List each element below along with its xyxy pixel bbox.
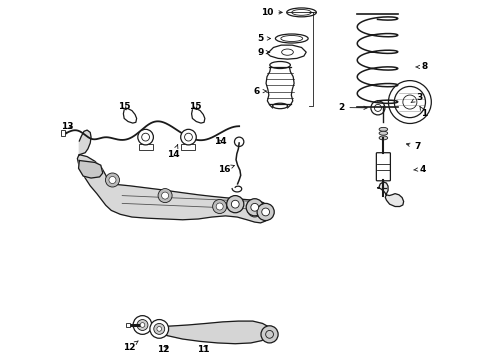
Bar bbox=[126, 323, 130, 327]
Polygon shape bbox=[123, 109, 137, 123]
Circle shape bbox=[109, 176, 116, 184]
Text: 13: 13 bbox=[61, 122, 73, 131]
Text: 3: 3 bbox=[411, 93, 422, 103]
Text: 1: 1 bbox=[420, 106, 427, 118]
Circle shape bbox=[138, 129, 153, 145]
Circle shape bbox=[261, 326, 278, 343]
Polygon shape bbox=[77, 155, 270, 223]
Circle shape bbox=[257, 203, 274, 221]
Circle shape bbox=[150, 320, 169, 338]
Text: 15: 15 bbox=[118, 102, 130, 111]
Bar bbox=[139, 144, 152, 150]
Ellipse shape bbox=[272, 103, 288, 109]
Circle shape bbox=[251, 207, 258, 213]
Text: 14: 14 bbox=[168, 145, 180, 159]
Polygon shape bbox=[137, 321, 271, 344]
Circle shape bbox=[105, 173, 120, 187]
Circle shape bbox=[248, 203, 262, 217]
Circle shape bbox=[137, 320, 148, 330]
Circle shape bbox=[157, 327, 162, 331]
Ellipse shape bbox=[379, 127, 388, 131]
Text: 7: 7 bbox=[407, 142, 421, 151]
Text: 14: 14 bbox=[214, 137, 227, 146]
Text: 9: 9 bbox=[257, 48, 270, 57]
Text: 16: 16 bbox=[218, 165, 234, 174]
Circle shape bbox=[154, 323, 165, 334]
Text: 6: 6 bbox=[253, 87, 266, 96]
Circle shape bbox=[158, 189, 172, 203]
Ellipse shape bbox=[379, 131, 388, 135]
Circle shape bbox=[181, 129, 196, 145]
Polygon shape bbox=[78, 161, 103, 178]
Polygon shape bbox=[79, 130, 91, 155]
Ellipse shape bbox=[270, 62, 291, 68]
Circle shape bbox=[246, 199, 263, 216]
Text: 2: 2 bbox=[338, 103, 367, 112]
Polygon shape bbox=[267, 45, 306, 59]
Circle shape bbox=[216, 203, 223, 210]
Circle shape bbox=[213, 199, 227, 213]
Text: 12: 12 bbox=[123, 341, 138, 352]
Circle shape bbox=[140, 323, 145, 327]
Circle shape bbox=[162, 192, 169, 199]
Text: 10: 10 bbox=[261, 8, 282, 17]
Text: 12: 12 bbox=[157, 345, 170, 354]
Bar bbox=[61, 130, 65, 136]
Circle shape bbox=[227, 195, 244, 213]
Circle shape bbox=[262, 208, 270, 216]
Text: 5: 5 bbox=[257, 34, 270, 43]
Ellipse shape bbox=[379, 136, 388, 140]
Circle shape bbox=[133, 316, 152, 334]
Text: 11: 11 bbox=[197, 345, 210, 354]
Polygon shape bbox=[192, 109, 205, 123]
Circle shape bbox=[231, 200, 239, 208]
Bar bbox=[181, 144, 196, 150]
Polygon shape bbox=[377, 182, 404, 207]
Text: 4: 4 bbox=[414, 165, 425, 174]
Circle shape bbox=[251, 203, 259, 211]
FancyBboxPatch shape bbox=[376, 153, 391, 181]
Text: 15: 15 bbox=[189, 102, 202, 111]
Text: 8: 8 bbox=[416, 62, 427, 71]
